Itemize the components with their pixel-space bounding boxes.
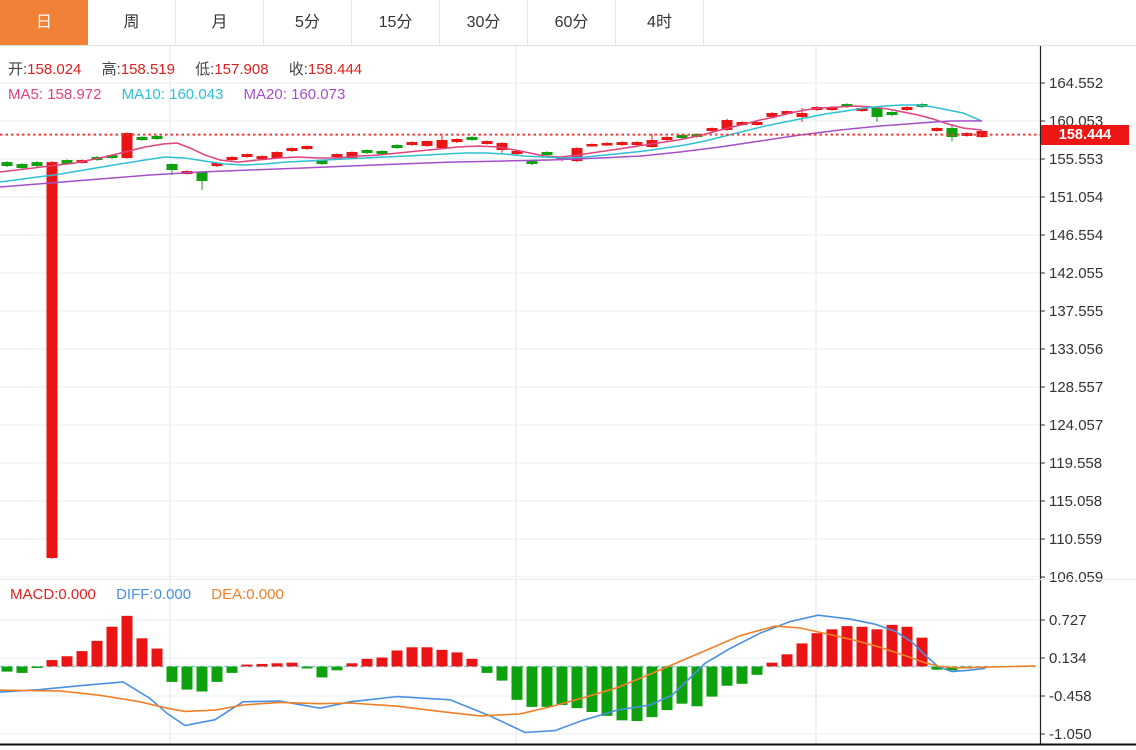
interval-tabbar: 日周月 5分 15分 30分 60分 4时: [0, 0, 1136, 46]
tab-30min[interactable]: 30分: [440, 0, 528, 45]
high-value: 158.519: [120, 61, 175, 78]
high-label: 高:: [101, 61, 121, 78]
macd-value: 0.000: [58, 586, 96, 603]
svg-text:137.555: 137.555: [1049, 303, 1103, 320]
open-value: 158.024: [27, 61, 82, 78]
diff-value: 0.000: [153, 586, 192, 603]
svg-text:133.056: 133.056: [1049, 341, 1103, 358]
dea-label: DEA:: [211, 586, 247, 603]
tab-day[interactable]: 日: [0, 0, 88, 45]
low-label: 低:: [195, 61, 215, 78]
svg-text:128.557: 128.557: [1049, 379, 1103, 396]
ma10-value: 160.043: [169, 86, 224, 103]
svg-text:-0.458: -0.458: [1049, 688, 1092, 705]
ma-readout: MA5: 158.972 MA10: 160.043 MA20: 160.073: [8, 86, 361, 103]
svg-text:110.559: 110.559: [1049, 531, 1102, 548]
ma10-label: MA10:: [121, 86, 165, 103]
close-label: 收:: [288, 61, 308, 78]
ma20-value: 160.073: [291, 86, 346, 103]
tab-4hour[interactable]: 4时: [616, 0, 704, 45]
ma20-label: MA20:: [243, 86, 287, 103]
last-price-tag: 158.444: [1041, 125, 1129, 145]
svg-text:155.553: 155.553: [1049, 151, 1103, 168]
macd-readout: MACD:0.000 DIFF:0.000 DEA:0.000: [10, 586, 300, 603]
svg-text:0.134: 0.134: [1049, 650, 1087, 667]
tab-week[interactable]: 周: [88, 0, 176, 45]
svg-text:151.054: 151.054: [1049, 189, 1103, 206]
svg-text:106.059: 106.059: [1049, 569, 1103, 586]
ohlc-readout: 开:158.024 高:158.519 低:157.908 收:158.444: [8, 58, 378, 79]
tab-5min[interactable]: 5分: [264, 0, 352, 45]
open-label: 开:: [8, 61, 28, 78]
close-value: 158.444: [307, 61, 363, 78]
svg-text:119.558: 119.558: [1049, 455, 1102, 472]
svg-text:124.057: 124.057: [1049, 417, 1103, 434]
svg-text:0.727: 0.727: [1049, 612, 1087, 629]
tab-month[interactable]: 月: [176, 0, 264, 45]
diff-label: DIFF:: [116, 586, 154, 603]
svg-text:146.554: 146.554: [1049, 227, 1103, 244]
svg-text:164.552: 164.552: [1049, 75, 1103, 92]
svg-text:-1.050: -1.050: [1049, 726, 1092, 743]
svg-text:115.058: 115.058: [1049, 493, 1102, 510]
tab-15min[interactable]: 15分: [352, 0, 440, 45]
ma5-label: MA5:: [8, 86, 44, 103]
tab-60min[interactable]: 60分: [528, 0, 616, 45]
macd-label: MACD:: [10, 586, 59, 603]
svg-text:142.055: 142.055: [1049, 265, 1103, 282]
dea-value: 0.000: [246, 586, 284, 603]
low-value: 157.908: [214, 61, 269, 78]
ma5-value: 158.972: [47, 86, 102, 103]
